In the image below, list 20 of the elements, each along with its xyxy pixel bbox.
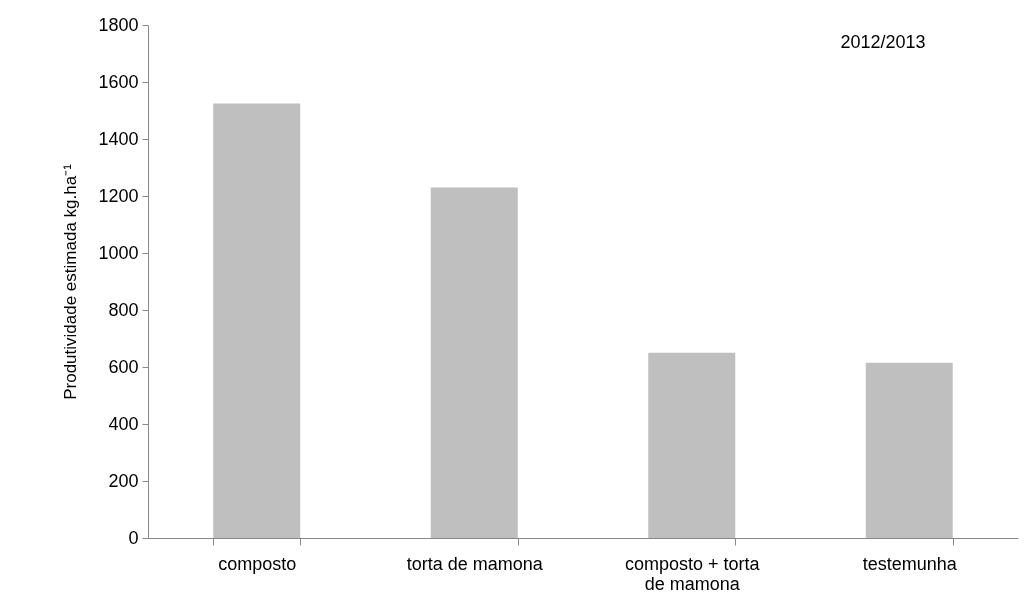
y-tick-label: 1800 [98, 14, 139, 35]
annotation: 2012/2013 [840, 32, 926, 52]
bar [430, 187, 518, 538]
y-tick-label: 1600 [98, 71, 139, 92]
x-tick-label: torta de mamona [406, 553, 544, 574]
y-tick-label: 200 [108, 470, 139, 491]
bar [648, 352, 736, 538]
y-tick-label: 800 [108, 299, 139, 320]
x-tick-label: testemunha [862, 553, 958, 574]
x-tick-label: composto + torta de mamona [624, 553, 761, 594]
y-tick-label: 600 [108, 356, 139, 377]
y-tick-label: 1000 [98, 242, 139, 263]
x-tick-label: composto [218, 553, 297, 574]
y-tick-label: 1200 [98, 185, 139, 206]
y-axis-title: Produtividade estimada kg.ha⁻¹ [61, 163, 81, 400]
bar [865, 362, 953, 538]
bar [213, 103, 301, 538]
y-tick-label: 400 [108, 413, 139, 434]
y-tick-label: 0 [128, 527, 139, 548]
y-tick-label: 1400 [98, 128, 139, 149]
